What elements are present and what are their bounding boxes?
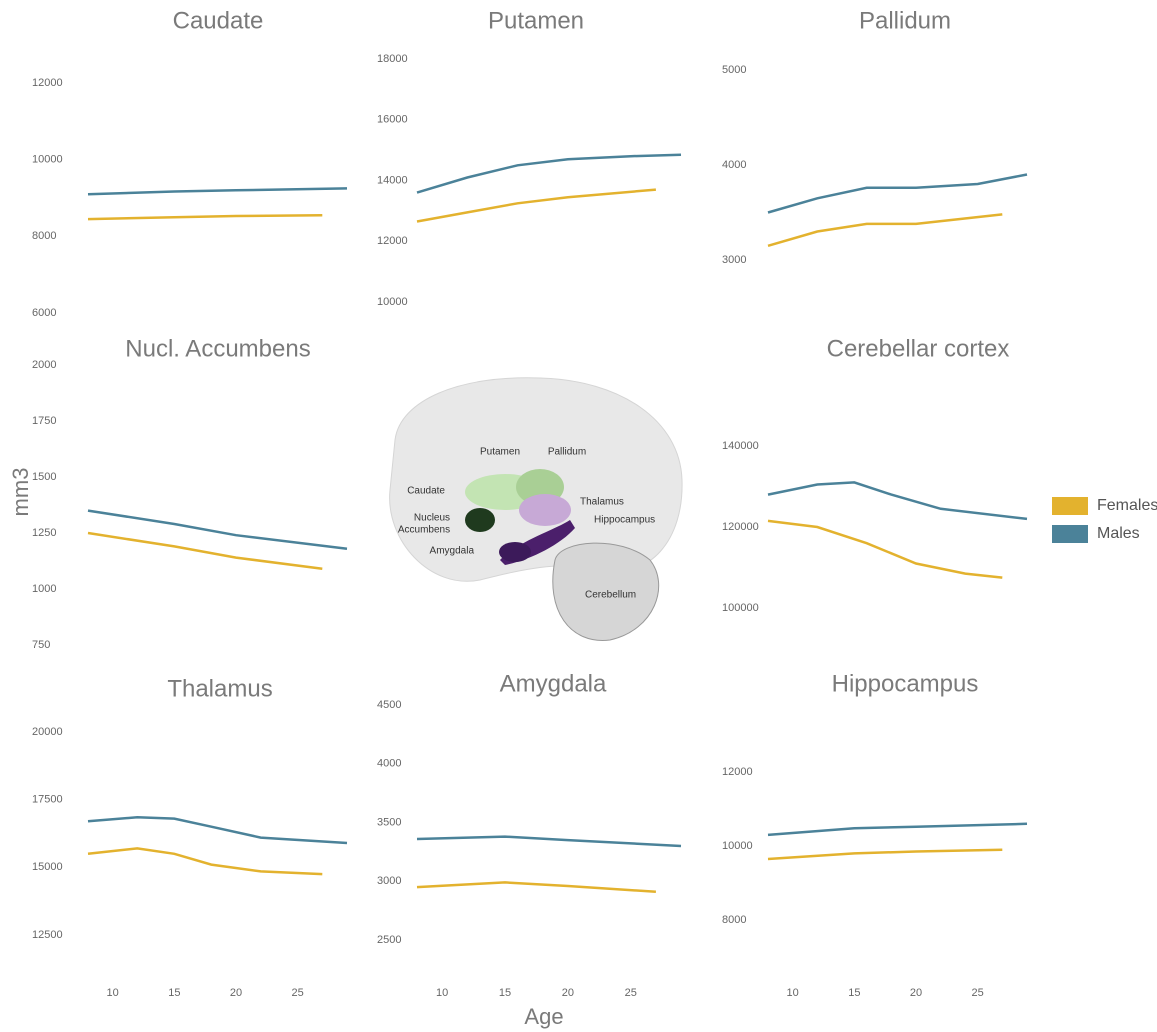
illustration-label: Accumbens <box>398 525 450 536</box>
y-tick-label: 16000 <box>377 114 408 126</box>
illustration-label: Nucleus <box>414 513 450 524</box>
trend-line <box>417 155 681 193</box>
trend-line <box>768 175 1027 213</box>
trend-line <box>768 521 1002 578</box>
y-tick-label: 1500 <box>32 471 56 483</box>
x-tick-label: 25 <box>625 987 637 999</box>
y-tick-label: 6000 <box>32 307 56 319</box>
chart-title: Hippocampus <box>832 670 979 697</box>
legend-swatch <box>1052 525 1088 543</box>
legend-label: Females <box>1097 497 1157 514</box>
trend-line <box>88 533 322 569</box>
trend-line <box>88 511 347 549</box>
y-axis-label: mm3 <box>8 468 33 517</box>
y-tick-label: 4000 <box>377 758 401 770</box>
y-tick-label: 5000 <box>722 64 746 76</box>
y-tick-label: 2000 <box>32 359 56 371</box>
x-tick-label: 20 <box>562 987 574 999</box>
legend-swatch <box>1052 497 1088 515</box>
chart-title: Thalamus <box>167 675 272 702</box>
thalamus-shape <box>519 494 571 526</box>
y-tick-label: 18000 <box>377 53 408 65</box>
y-tick-label: 2500 <box>377 934 401 946</box>
trend-line <box>88 817 347 843</box>
x-tick-label: 10 <box>787 987 799 999</box>
y-tick-label: 1750 <box>32 415 56 427</box>
x-tick-label: 15 <box>848 987 860 999</box>
y-tick-label: 1250 <box>32 527 56 539</box>
trend-line <box>417 882 656 891</box>
illustration-label: Pallidum <box>548 447 586 458</box>
y-tick-label: 15000 <box>32 861 63 873</box>
y-tick-label: 8000 <box>722 914 746 926</box>
illustration-label: Caudate <box>407 486 445 497</box>
trend-line <box>88 848 322 874</box>
illustration-label: Amygdala <box>430 546 475 557</box>
chart-title: Amygdala <box>500 670 607 697</box>
x-tick-label: 25 <box>292 987 304 999</box>
x-tick-label: 15 <box>168 987 180 999</box>
trend-line <box>88 188 347 194</box>
x-tick-label: 25 <box>972 987 984 999</box>
chart-title: Nucl. Accumbens <box>125 335 310 362</box>
y-tick-label: 1000 <box>32 583 56 595</box>
x-tick-label: 10 <box>107 987 119 999</box>
trend-line <box>417 837 681 846</box>
y-tick-label: 20000 <box>32 726 63 738</box>
trend-line <box>768 214 1002 245</box>
y-tick-label: 8000 <box>32 230 56 242</box>
y-tick-label: 10000 <box>32 154 63 166</box>
x-tick-label: 20 <box>230 987 242 999</box>
trend-line <box>88 215 322 219</box>
y-tick-label: 12500 <box>32 929 63 941</box>
x-tick-label: 10 <box>436 987 448 999</box>
chart-title: Cerebellar cortex <box>827 335 1010 362</box>
trend-line <box>768 482 1027 519</box>
trend-line <box>768 824 1027 835</box>
accumbens-shape <box>465 508 495 532</box>
trend-line <box>417 190 656 222</box>
y-tick-label: 12000 <box>722 766 753 778</box>
y-tick-label: 4000 <box>722 159 746 171</box>
x-tick-label: 15 <box>499 987 511 999</box>
illustration-label: Thalamus <box>580 497 624 508</box>
x-tick-label: 20 <box>910 987 922 999</box>
y-tick-label: 10000 <box>722 840 753 852</box>
y-tick-label: 3500 <box>377 816 401 828</box>
y-tick-label: 10000 <box>377 296 408 308</box>
y-tick-label: 120000 <box>722 521 759 533</box>
amygdala-shape <box>499 542 531 562</box>
y-tick-label: 3000 <box>377 875 401 887</box>
figure: mm3 Age Putamen Pallidum Caudate Thalamu… <box>0 0 1157 1032</box>
y-tick-label: 12000 <box>32 77 63 89</box>
y-tick-label: 17500 <box>32 794 63 806</box>
y-tick-label: 12000 <box>377 235 408 247</box>
y-tick-label: 14000 <box>377 174 408 186</box>
y-tick-label: 750 <box>32 639 50 651</box>
legend-label: Males <box>1097 525 1140 542</box>
y-tick-label: 4500 <box>377 699 401 711</box>
illustration-label: Cerebellum <box>585 590 636 601</box>
y-tick-label: 3000 <box>722 254 746 266</box>
x-axis-label: Age <box>524 1004 563 1029</box>
chart-title: Caudate <box>173 7 264 34</box>
illustration-label: Hippocampus <box>594 515 655 526</box>
y-tick-label: 100000 <box>722 602 759 614</box>
illustration-label: Putamen <box>480 447 520 458</box>
y-tick-label: 140000 <box>722 440 759 452</box>
chart-title: Pallidum <box>859 7 951 34</box>
chart-title: Putamen <box>488 7 584 34</box>
brain-illustration: Putamen Pallidum Caudate Thalamus Nucleu… <box>390 378 682 641</box>
trend-line <box>768 850 1002 859</box>
